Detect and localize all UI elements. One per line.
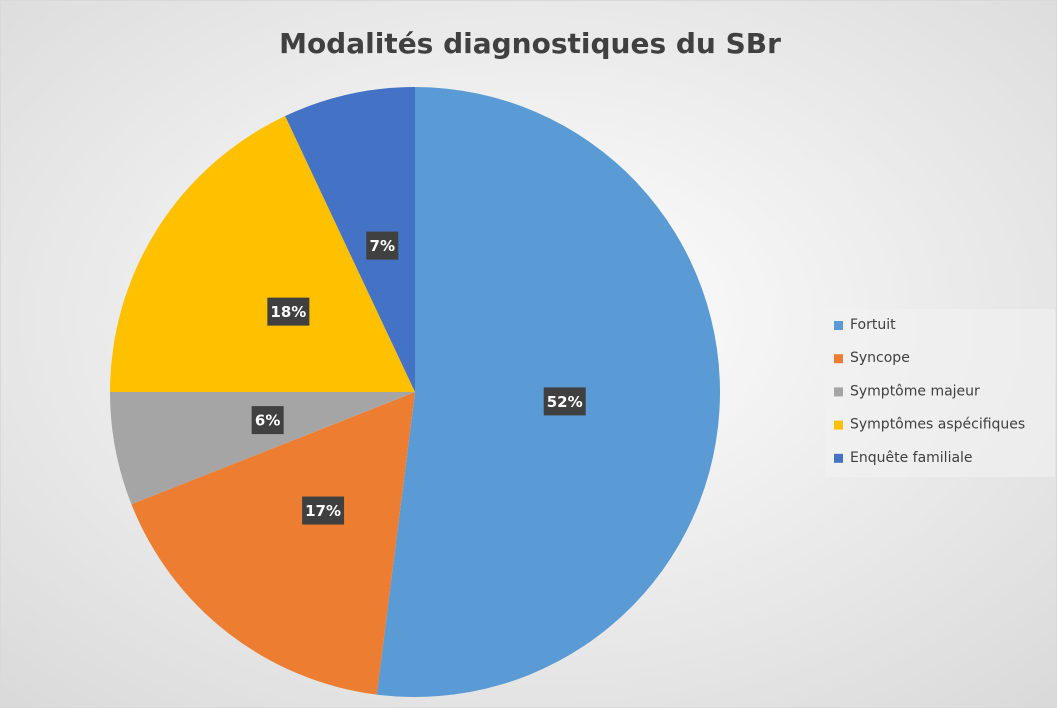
data-label-box xyxy=(543,387,586,416)
data-label: 6% xyxy=(255,412,280,430)
data-label-box xyxy=(366,231,399,260)
pie-slice xyxy=(285,87,415,392)
legend-marker xyxy=(834,354,843,364)
legend-marker xyxy=(834,321,843,330)
legend-label: Syncope xyxy=(850,350,910,366)
legend-label: Symptômes aspécifiques xyxy=(850,417,1025,433)
pie-slice xyxy=(110,392,415,505)
data-label-box xyxy=(302,496,345,525)
data-label: 17% xyxy=(305,502,341,520)
legend-label: Enquête familiale xyxy=(850,450,973,466)
pie-slice xyxy=(131,392,416,695)
data-label: 18% xyxy=(270,303,306,321)
data-label: 7% xyxy=(370,237,395,255)
chart-title: Modalités diagnostiques du SBr xyxy=(279,27,781,60)
pie-slice xyxy=(110,116,415,393)
legend-marker xyxy=(834,387,843,397)
data-label-box xyxy=(267,297,310,326)
legend-marker xyxy=(834,453,843,463)
legend-box xyxy=(825,309,1055,477)
data-label: 52% xyxy=(547,393,583,411)
legend-marker xyxy=(834,420,843,430)
legend-label: Symptôme majeur xyxy=(850,383,980,399)
data-label-box xyxy=(251,406,284,435)
legend-label: Fortuit xyxy=(850,317,896,333)
